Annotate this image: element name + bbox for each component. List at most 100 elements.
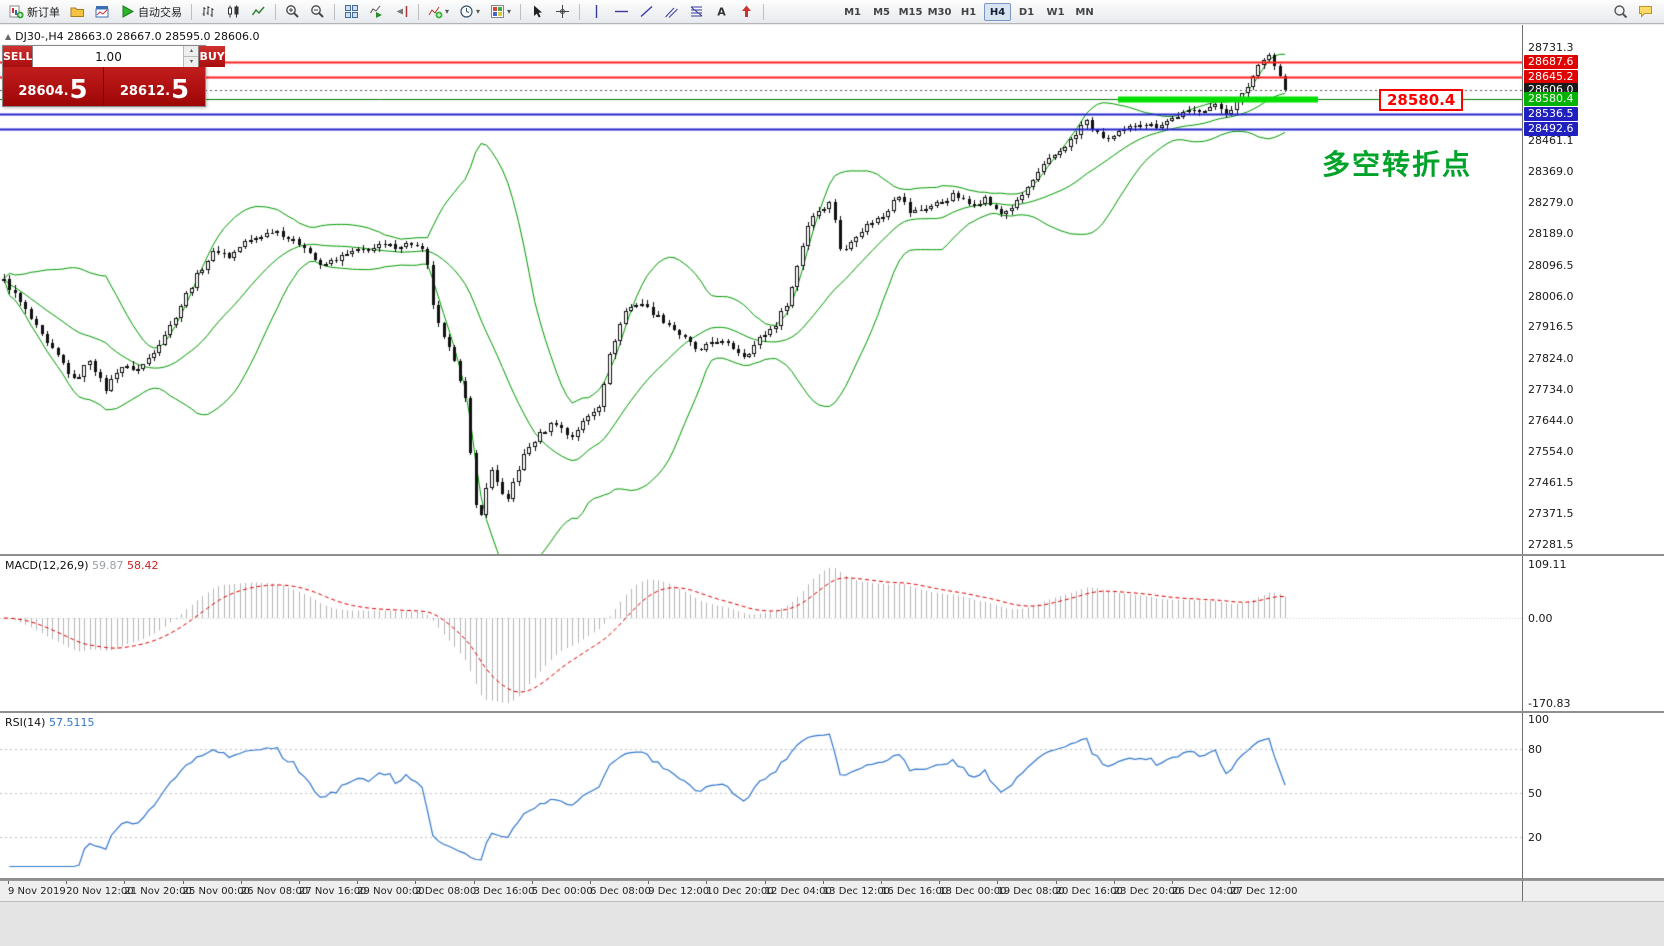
toolbar-auto-trading-button[interactable]: 自动交易: [116, 2, 186, 22]
price-tick: 28189.0: [1528, 226, 1574, 240]
volume-spinner: ▴ ▾: [183, 46, 199, 67]
toolbar-candlestick-mode-button[interactable]: [222, 2, 245, 22]
toolbar-separator: [763, 3, 765, 20]
toolbar-vertical-line-button[interactable]: [585, 2, 608, 22]
price-chart-canvas[interactable]: [0, 25, 1522, 554]
rsi-canvas[interactable]: [0, 713, 1522, 878]
timeframe-H4-button[interactable]: H4: [984, 2, 1012, 21]
crosshair-icon: [556, 5, 570, 18]
time-tick: [415, 881, 417, 884]
toolbar-trendline-button[interactable]: [635, 2, 658, 22]
toolbar-arrow-objects-button[interactable]: [735, 2, 758, 22]
toolbar-indicators-button[interactable]: ▾: [424, 2, 453, 22]
toolbar-chart-shift-button[interactable]: [390, 2, 413, 22]
timeframe-D1-button[interactable]: D1: [1018, 6, 1035, 18]
toolbar-charts-profile-button[interactable]: [66, 2, 89, 22]
neworder-icon: [9, 5, 24, 19]
sell-price-button[interactable]: 28604. 5: [3, 67, 104, 106]
timeframe-MN-button[interactable]: MN: [1075, 6, 1094, 18]
time-label: 10 Dec 20:00: [706, 886, 774, 897]
collapse-panel-icon[interactable]: ▲: [5, 32, 12, 41]
price-tick: 28369.0: [1528, 165, 1574, 179]
chat-icon: [1639, 5, 1652, 18]
volume-up-button[interactable]: ▴: [184, 46, 199, 57]
tile-icon: [345, 5, 358, 18]
price-tick: 27644.0: [1528, 413, 1574, 427]
toolbar-cursor-button[interactable]: [526, 2, 549, 22]
vline-icon: [595, 5, 598, 18]
autoscroll-icon: [370, 5, 382, 18]
macd-canvas[interactable]: [0, 556, 1522, 711]
toolbar-text-label-button[interactable]: A: [710, 2, 733, 22]
toolbar-templates-button[interactable]: ▾: [486, 2, 515, 22]
toolbar-right: [1608, 1, 1658, 21]
toolbar-equidistant-channel-button[interactable]: [660, 2, 683, 22]
rsi-axis-label: 100: [1528, 713, 1549, 726]
panel-splitter[interactable]: [0, 554, 1664, 556]
timeframe-toolbar: M1 M5 M15 M30 H1 H4 D1 W1 MN: [838, 2, 1099, 21]
toolbar-auto-scroll-button[interactable]: [365, 2, 388, 22]
trend-icon: [640, 5, 653, 18]
toolbar-zoom-in-button[interactable]: [281, 2, 304, 22]
dropdown-caret-icon: ▾: [507, 7, 512, 16]
time-label: 3 Dec 16:00: [473, 886, 535, 897]
time-tick: [8, 881, 9, 884]
volume-down-button[interactable]: ▾: [184, 57, 199, 67]
toolbar-tile-windows-button[interactable]: [340, 2, 363, 22]
time-tick: [357, 881, 359, 884]
search-icon: [1614, 4, 1628, 18]
time-label: 16 Dec 16:00: [881, 886, 949, 897]
time-tick: [66, 881, 68, 884]
toolbar-horizontal-line-button[interactable]: [610, 2, 633, 22]
toolbar-line-chart-mode-button[interactable]: [247, 2, 270, 22]
price-tick: 27824.0: [1528, 352, 1574, 366]
toolbar-zoom-out-button[interactable]: [306, 2, 329, 22]
toolbar-new-order-label: 新订单: [27, 5, 60, 19]
time-tick: [822, 881, 824, 884]
price-tick: 27734.0: [1528, 382, 1574, 396]
time-label: 18 Dec 00:00: [939, 886, 1007, 897]
toolbar-separator: [579, 3, 581, 20]
macd-name: MACD(12,26,9): [5, 559, 89, 572]
toolbar-periods-button[interactable]: ▾: [455, 2, 484, 22]
time-label: 19 Dec 08:00: [997, 886, 1065, 897]
toolbar: 新订单 自动交易 ▾ ▾ ▾ A M1 M5 M15 M30 H1 H4 D1 W1 MN: [0, 0, 1664, 24]
cursor-icon: [534, 5, 543, 18]
timeframe-H1-button[interactable]: H1: [960, 6, 977, 18]
time-tick: [1055, 881, 1057, 884]
timeframe-M15-button[interactable]: M15: [898, 6, 923, 18]
price-tick: 28096.5: [1528, 258, 1574, 272]
chart-workspace: ▲ DJ30-,H4 28663.0 28667.0 28595.0 28606…: [0, 25, 1664, 946]
macd-panel: MACD(12,26,9) 59.87 58.42: [0, 556, 1522, 711]
time-tick: [531, 881, 533, 884]
macd-axis-label: 0.00: [1528, 612, 1553, 625]
hline-icon: [615, 10, 629, 13]
price-level-tag: 28492.6: [1524, 121, 1578, 136]
sell-button[interactable]: SELL: [3, 46, 33, 67]
buy-price-button[interactable]: 28612. 5: [104, 67, 205, 106]
volume-input-wrap: ▴ ▾: [32, 46, 200, 67]
time-label: 26 Dec 04:00: [1172, 886, 1240, 897]
buy-price-main: 28612.: [119, 84, 171, 99]
timeframe-M1-button[interactable]: M1: [844, 6, 861, 18]
toolbar-fibonacci-button[interactable]: [685, 2, 708, 22]
volume-input[interactable]: [33, 46, 184, 67]
timeframe-M30-button[interactable]: M30: [927, 6, 952, 18]
toolbar-chart-window-button[interactable]: [91, 2, 114, 22]
timeframe-M5-button[interactable]: M5: [873, 6, 890, 18]
price-tick: 27461.5: [1528, 476, 1574, 490]
toolbar-crosshair-button[interactable]: [551, 2, 574, 22]
price-level-tag: 28645.2: [1524, 69, 1578, 84]
time-axis[interactable]: 9 Nov 2019 20 Nov 12:00 21 Nov 20:00 25 Nov…: [0, 880, 1522, 901]
toolbar-new-order-button[interactable]: 新订单: [5, 2, 64, 22]
toolbar-community-chat-button[interactable]: [1634, 1, 1657, 21]
price-axis[interactable]: 28731.3 28461.1 28369.0 28279.0 28189.0 28096…: [1522, 25, 1664, 880]
timeframe-W1-button[interactable]: W1: [1046, 6, 1065, 18]
time-tick: [764, 881, 766, 884]
toolbar-bar-chart-mode-button[interactable]: [197, 2, 220, 22]
time-label: 20 Nov 12:00: [66, 886, 134, 897]
panel-splitter[interactable]: [0, 878, 1664, 880]
toolbar-search-button[interactable]: [1609, 1, 1632, 21]
panel-splitter[interactable]: [0, 711, 1664, 713]
buy-button[interactable]: BUY: [199, 46, 225, 67]
